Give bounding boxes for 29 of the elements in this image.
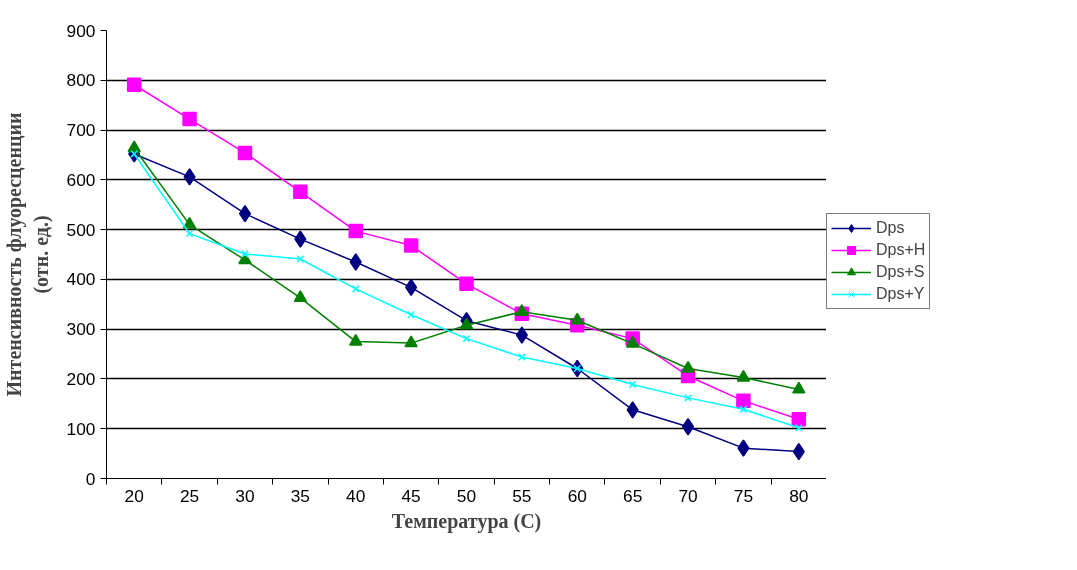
x-tick-label: 40 [346,485,366,506]
x-axis-title: Температура (С) [391,509,542,533]
x-tick-label: 45 [401,485,421,506]
legend-label: Dps+H [876,241,926,259]
x-tick-label: 30 [235,485,255,506]
y-axis-title: Интенсивность флуоресценции (отн. ед.) [3,112,53,397]
y-tick-label: 600 [66,169,96,190]
legend-label: Dps+Y [876,285,925,303]
x-tick-label: 35 [290,485,310,506]
y-tick-label: 400 [66,269,96,290]
legend-label: Dps [876,219,905,237]
y-tick-label: 0 [85,468,96,489]
x-tick-label: 75 [733,485,754,506]
y-tick-label: 200 [66,368,96,389]
x-tick-label: 70 [678,485,698,506]
y-tick-label: 300 [66,319,96,340]
x-tick-label: 60 [567,485,587,506]
y-tick-label: 700 [66,120,96,141]
y-tick-label: 800 [66,70,96,91]
x-tick-label: 25 [179,485,200,506]
x-tick-label: 55 [512,485,532,506]
x-tick-label: 65 [623,485,643,506]
x-tick-label: 20 [124,485,144,506]
y-tick-label: 900 [66,20,96,41]
legend-label: Dps+S [876,263,925,281]
x-tick-label: 50 [456,485,477,506]
x-tick-label: 80 [789,485,809,506]
y-tick-label: 100 [66,418,96,439]
y-tick-label: 500 [66,219,96,240]
